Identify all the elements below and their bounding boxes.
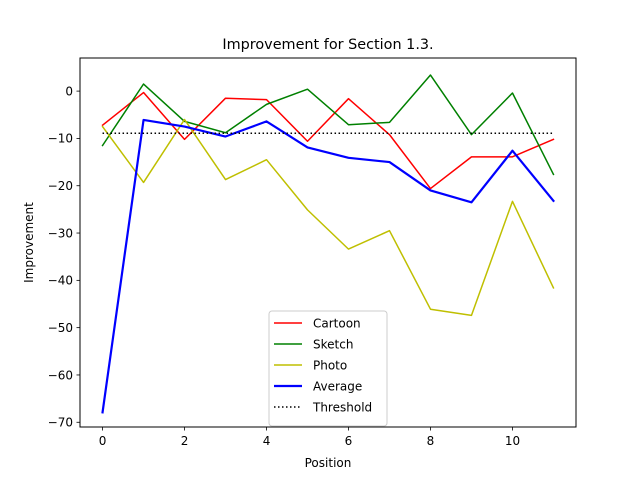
legend-label-photo: Photo [313,358,347,372]
x-tick-label: 0 [99,434,107,448]
legend-label-cartoon: Cartoon [313,316,361,330]
series-line-sketch [101,74,555,176]
plot-area-frame [79,57,577,428]
y-tick-label: −30 [48,226,73,240]
x-tick-label: 8 [427,434,435,448]
series-line-photo [101,118,555,317]
chart-title: Improvement for Section 1.3. [222,37,433,53]
legend-label-average: Average [313,379,362,393]
y-tick-label: −70 [48,416,73,430]
x-tick-label: 6 [345,434,353,448]
legend-label-sketch: Sketch [313,337,353,351]
x-tick-label: 10 [505,434,520,448]
y-tick-label: 0 [65,84,73,98]
legend-label-threshold: Threshold [312,400,372,414]
legend-box [268,310,388,427]
x-tick-label: 2 [181,434,189,448]
y-axis-label: Improvement [22,202,36,283]
x-axis-label: Position [305,456,352,470]
y-tick-label: −50 [48,321,73,335]
y-tick-label: −40 [48,274,73,288]
y-tick-label: −20 [48,179,73,193]
y-tick-label: −60 [48,368,73,382]
series-line-cartoon [101,91,555,190]
y-tick-label: −10 [48,132,73,146]
series-line-average [101,118,555,414]
x-tick-label: 4 [263,434,271,448]
